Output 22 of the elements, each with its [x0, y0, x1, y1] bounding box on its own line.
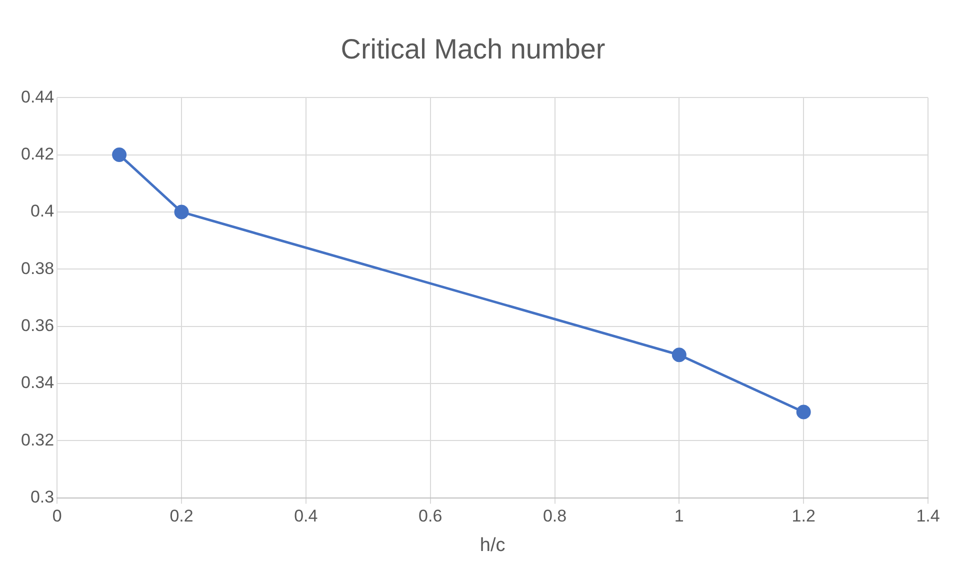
y-tick-label: 0.32	[20, 430, 54, 450]
x-tick-label: 0.8	[542, 506, 567, 526]
x-tick-label: 0.2	[170, 506, 194, 526]
y-tick-label: 0.4	[30, 202, 54, 221]
y-tick-label: 0.42	[20, 144, 54, 164]
point	[174, 204, 189, 220]
x-tick-label: 1.2	[792, 506, 816, 526]
y-tick-label: 0.3	[30, 487, 54, 506]
x-tick-label: 0	[52, 506, 62, 526]
chart-title: Critical Mach number	[340, 34, 606, 65]
y-tick-label: 0.38	[20, 258, 54, 278]
point	[112, 148, 127, 162]
x-tick-label: 1	[674, 506, 684, 526]
point	[796, 404, 811, 420]
y-tick-label: 0.44	[20, 87, 54, 106]
point	[672, 348, 686, 362]
x-tick-label: 0.6	[418, 506, 442, 526]
x-tick-label: 1.4	[916, 506, 940, 526]
x-axis-title: h/c	[480, 534, 506, 556]
y-tick-label: 0.36	[20, 316, 54, 335]
y-tick-label: 0.34	[20, 373, 54, 392]
x-tick-label: 0.4	[294, 506, 318, 526]
